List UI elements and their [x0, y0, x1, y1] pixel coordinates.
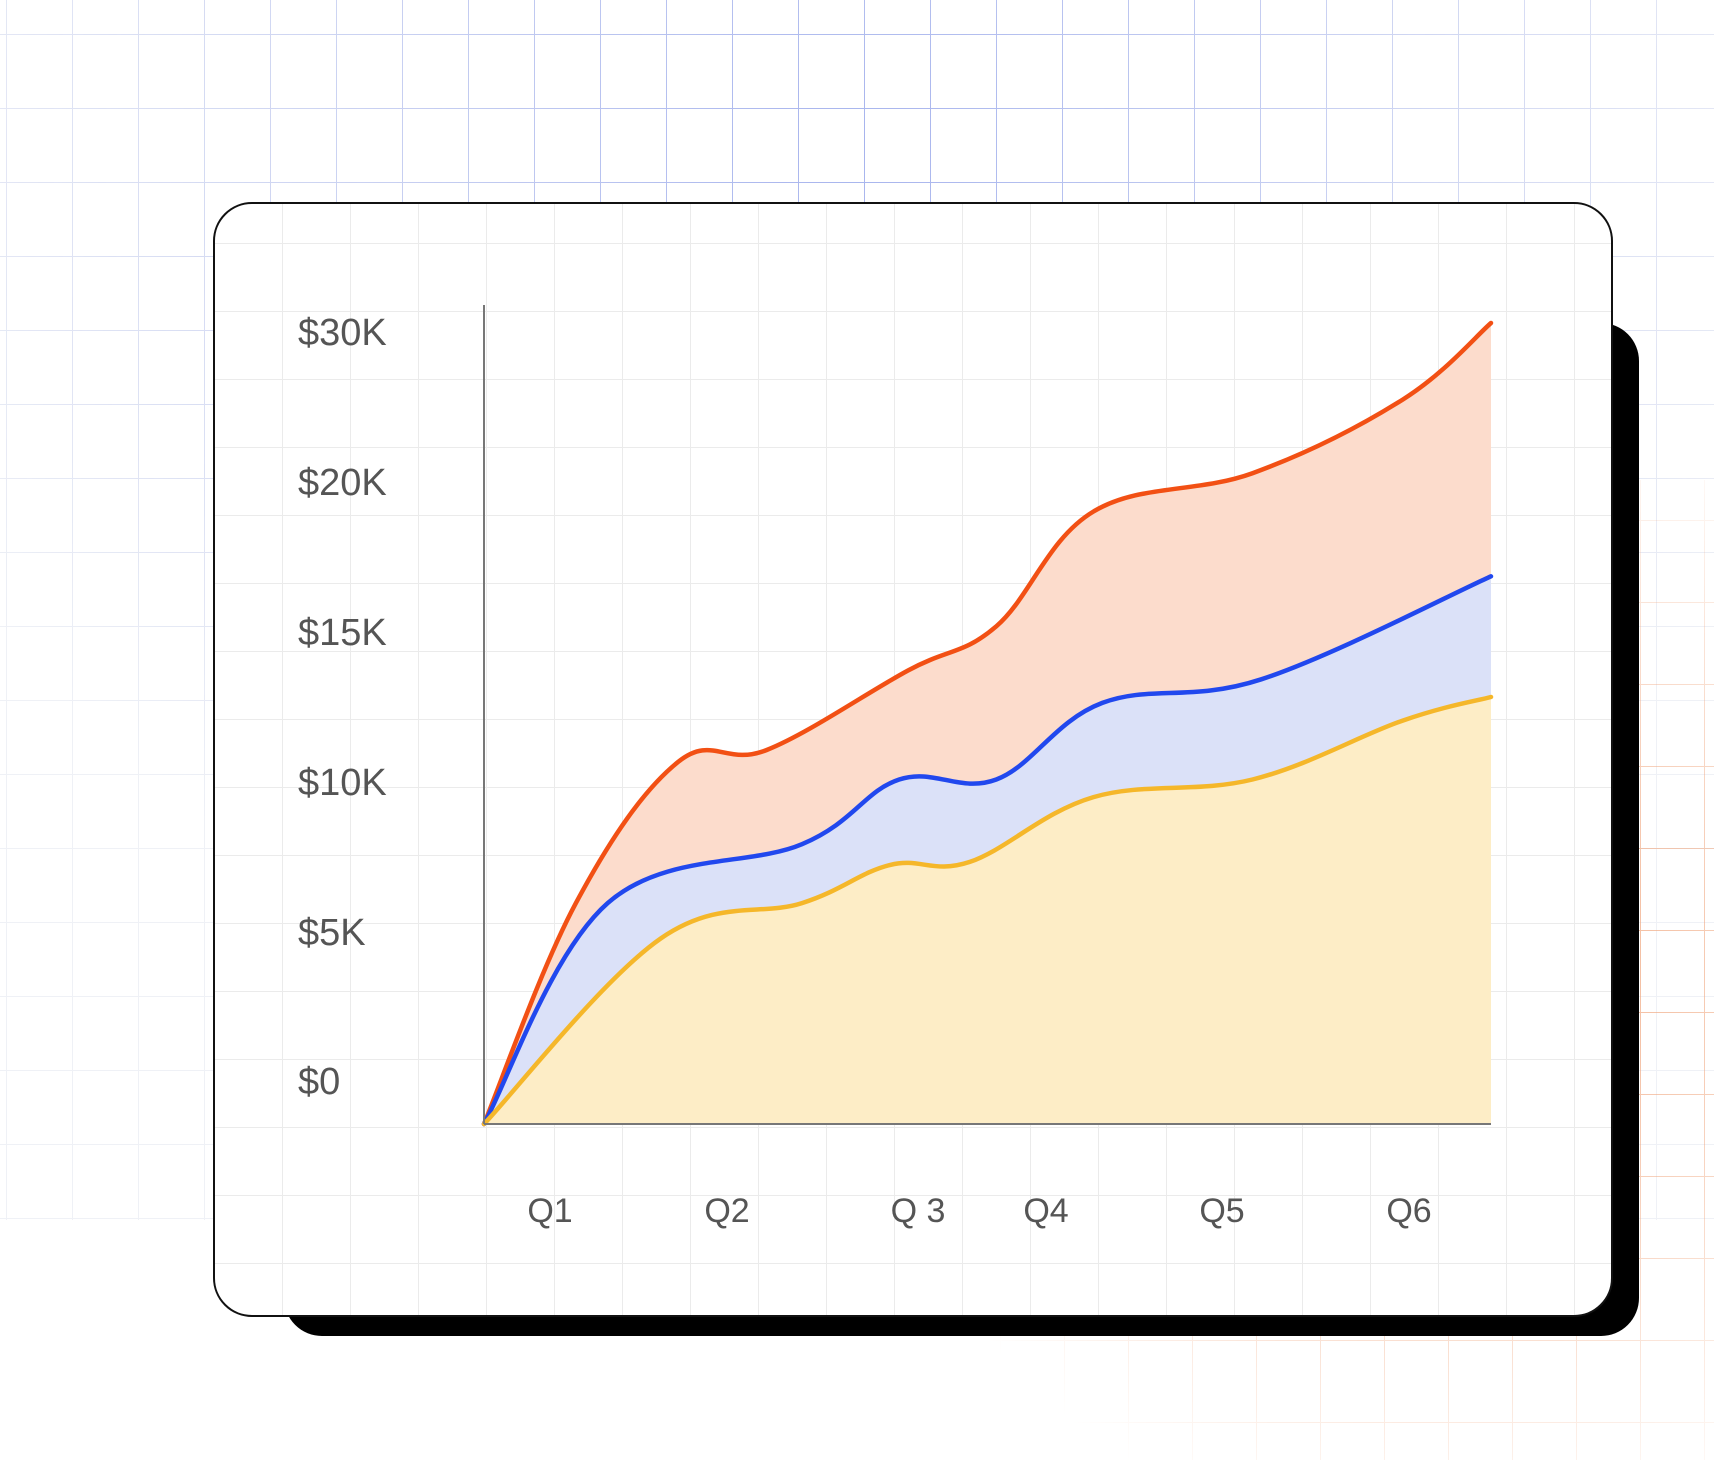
y-tick-label: $5K [298, 912, 366, 954]
series-areas [484, 323, 1491, 1124]
y-tick-label: $20K [298, 462, 387, 504]
x-tick-label: Q6 [1386, 1192, 1431, 1230]
plot-area [481, 305, 1494, 1127]
blue-series-line [481, 574, 1494, 1127]
y-tick-label: $30K [298, 312, 387, 354]
yellow-series-area [484, 697, 1491, 1124]
x-axis-tick-labels: Q1 Q2 Q 3 Q4 Q5 Q6 [527, 1192, 1431, 1230]
x-tick-label: Q 3 [891, 1192, 946, 1230]
y-tick-label: $0 [298, 1061, 340, 1103]
x-tick-label: Q5 [1199, 1192, 1244, 1230]
x-tick-label: Q2 [704, 1192, 749, 1230]
yellow-series-line [481, 694, 1494, 1127]
y-tick-label: $15K [298, 612, 387, 654]
x-tick-label: Q1 [527, 1192, 572, 1230]
y-tick-label: $10K [298, 762, 387, 804]
x-tick-label: Q4 [1023, 1192, 1068, 1230]
orange-series-line [481, 320, 1494, 1127]
y-axis-tick-labels: $0 $5K $10K $15K $20K $30K [298, 312, 387, 1103]
series-lines [481, 320, 1494, 1127]
